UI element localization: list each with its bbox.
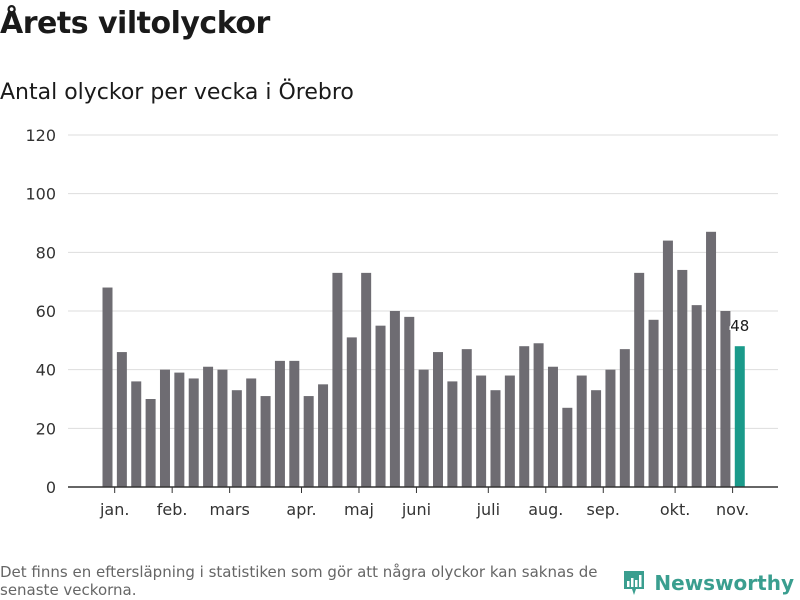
bar	[404, 316, 415, 487]
x-tick-label: juli	[476, 500, 500, 519]
x-tick-label: sep.	[587, 500, 620, 519]
bar-highlight	[734, 346, 745, 487]
bar	[533, 343, 544, 487]
bar	[174, 372, 185, 487]
bar	[576, 375, 587, 487]
bar	[433, 352, 444, 487]
x-axis-ticks: jan. feb. mars apr. maj juni juli aug. sep. okt. n…	[99, 487, 749, 519]
brand: Newsworthy	[622, 569, 794, 597]
bar	[246, 378, 257, 487]
bar	[591, 390, 602, 487]
bar	[289, 360, 300, 487]
bar	[389, 311, 400, 487]
bar	[619, 349, 630, 487]
bar	[418, 369, 429, 487]
bar	[203, 366, 214, 487]
x-tick-label: juni	[401, 500, 431, 519]
bar	[605, 369, 616, 487]
bar	[547, 366, 558, 487]
bar	[159, 369, 170, 487]
bar	[447, 381, 458, 487]
y-tick-label: 120	[25, 126, 56, 145]
bar	[303, 396, 314, 487]
bar	[102, 287, 113, 487]
x-tick-label: nov.	[716, 500, 749, 519]
y-tick-label: 100	[25, 185, 56, 204]
x-tick-label: feb.	[157, 500, 188, 519]
data-labels: 48	[729, 316, 751, 337]
bars	[102, 231, 745, 487]
bar	[274, 360, 285, 487]
bar	[476, 375, 487, 487]
y-axis-ticks: 0 20 40 60 80 100 120	[25, 126, 56, 497]
x-tick-label: apr.	[286, 500, 316, 519]
bar	[634, 272, 645, 487]
bar	[217, 369, 228, 487]
bar	[648, 319, 659, 487]
bar	[720, 311, 731, 487]
y-tick-label: 20	[36, 419, 56, 438]
bar	[519, 346, 530, 487]
bar	[677, 269, 688, 487]
bar	[662, 240, 673, 487]
bar	[131, 381, 142, 487]
y-tick-label: 0	[46, 478, 56, 497]
newsworthy-logo-icon	[624, 571, 645, 595]
bar	[116, 352, 127, 487]
bar	[332, 272, 343, 487]
data-label: 48	[730, 317, 749, 335]
bar	[260, 396, 271, 487]
bar	[504, 375, 515, 487]
bar	[145, 399, 156, 487]
bar	[346, 337, 357, 487]
y-tick-label: 80	[36, 243, 56, 262]
brand-name: Newsworthy	[654, 571, 794, 595]
bar	[562, 407, 573, 487]
chart-subtitle: Antal olyckor per vecka i Örebro	[0, 80, 354, 105]
x-tick-label: okt.	[660, 500, 690, 519]
y-tick-label: 60	[36, 302, 56, 321]
bar	[490, 390, 501, 487]
chart-title: Årets viltolyckor	[0, 6, 270, 41]
bar	[706, 231, 717, 487]
bar	[375, 325, 386, 487]
bar	[318, 384, 329, 487]
footnote: Det finns en eftersläpning i statistiken…	[0, 563, 598, 599]
bar	[461, 349, 472, 487]
bar	[231, 390, 242, 487]
bar	[188, 378, 199, 487]
bar	[691, 305, 702, 487]
x-tick-label: maj	[344, 500, 374, 519]
x-tick-label: jan.	[99, 500, 129, 519]
y-tick-label: 40	[36, 361, 56, 380]
bar	[361, 272, 372, 487]
x-tick-label: aug.	[528, 500, 563, 519]
x-tick-label: mars	[209, 500, 249, 519]
